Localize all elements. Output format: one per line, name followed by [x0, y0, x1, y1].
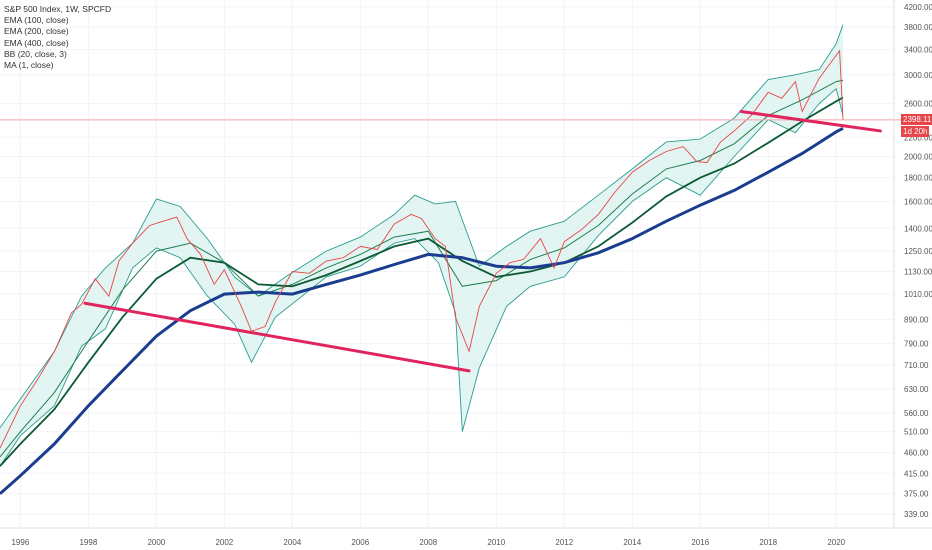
price-line — [0, 49, 844, 449]
chart-title: S&P 500 Index, 1W, SPCFD — [4, 4, 112, 14]
indicator-bollinger-bands[interactable]: BB (20, close, 3) — [4, 48, 67, 59]
indicator-ema-100[interactable]: EMA (100, close) — [4, 15, 69, 26]
x-tick-label: 2002 — [215, 538, 233, 547]
y-tick-label: 3800.00 — [904, 23, 932, 32]
indicator-ma-1[interactable]: MA (1, close) — [4, 60, 54, 71]
x-tick-label: 2018 — [759, 538, 777, 547]
y-tick-label: 3000.00 — [904, 71, 932, 80]
y-tick-label: 1010.00 — [904, 290, 932, 299]
x-tick-label: 2012 — [555, 538, 573, 547]
time-axis[interactable]: 1996 1998 2000 2002 2004 2006 2008 2010 2012 2014… — [11, 538, 845, 547]
y-tick-label: 710.00 — [904, 361, 929, 370]
x-tick-label: 2020 — [827, 538, 845, 547]
y-tick-label: 1800.00 — [904, 174, 932, 183]
y-tick-label: 1250.00 — [904, 247, 932, 256]
x-tick-label: 2006 — [351, 538, 369, 547]
bar-countdown-tag: 1d 20h — [901, 125, 930, 137]
trendline-2[interactable] — [739, 110, 882, 133]
last-price-tag: 2398.11 — [901, 113, 932, 125]
trendline-1[interactable] — [83, 301, 471, 373]
ema-400-line — [0, 126, 844, 495]
y-tick-label: 510.00 — [904, 428, 929, 437]
x-tick-label: 2004 — [283, 538, 301, 547]
y-tick-label: 2000.00 — [904, 152, 932, 161]
x-tick-label: 1996 — [11, 538, 29, 547]
y-tick-label: 3400.00 — [904, 46, 932, 55]
ema-100-line — [0, 79, 844, 458]
y-tick-label: 1400.00 — [904, 224, 932, 233]
ema-200-line — [0, 96, 844, 467]
y-tick-label: 560.00 — [904, 409, 929, 418]
chart-grid — [0, 0, 894, 528]
x-tick-label: 2016 — [691, 538, 709, 547]
y-tick-label: 630.00 — [904, 385, 929, 394]
indicator-ema-200[interactable]: EMA (200, close) — [4, 26, 69, 37]
x-tick-label: 1998 — [79, 538, 97, 547]
y-tick-label: 2200.00 — [904, 133, 932, 142]
bollinger-band-upper — [0, 24, 844, 429]
price-axis[interactable]: 4200.00 3800.00 3400.00 3000.00 2600.00 2200.… — [904, 3, 932, 519]
y-tick-label: 415.00 — [904, 469, 929, 478]
y-tick-label: 375.00 — [904, 490, 929, 499]
y-tick-label: 890.00 — [904, 316, 929, 325]
x-tick-label: 2000 — [147, 538, 165, 547]
chart-legend: S&P 500 Index, 1W, SPCFD EMA (100, close… — [4, 4, 111, 71]
y-tick-label: 1130.00 — [904, 267, 932, 276]
indicator-ema-400[interactable]: EMA (400, close) — [4, 37, 69, 48]
y-tick-label: 790.00 — [904, 340, 929, 349]
y-tick-label: 4200.00 — [904, 3, 932, 12]
bollinger-band-lower — [0, 87, 844, 467]
x-tick-label: 2014 — [623, 538, 641, 547]
y-tick-label: 2600.00 — [904, 100, 932, 109]
y-tick-label: 1600.00 — [904, 197, 932, 206]
y-tick-label: 460.00 — [904, 449, 929, 458]
y-tick-label: 339.00 — [904, 510, 929, 519]
x-tick-label: 2010 — [487, 538, 505, 547]
x-tick-label: 2008 — [419, 538, 437, 547]
